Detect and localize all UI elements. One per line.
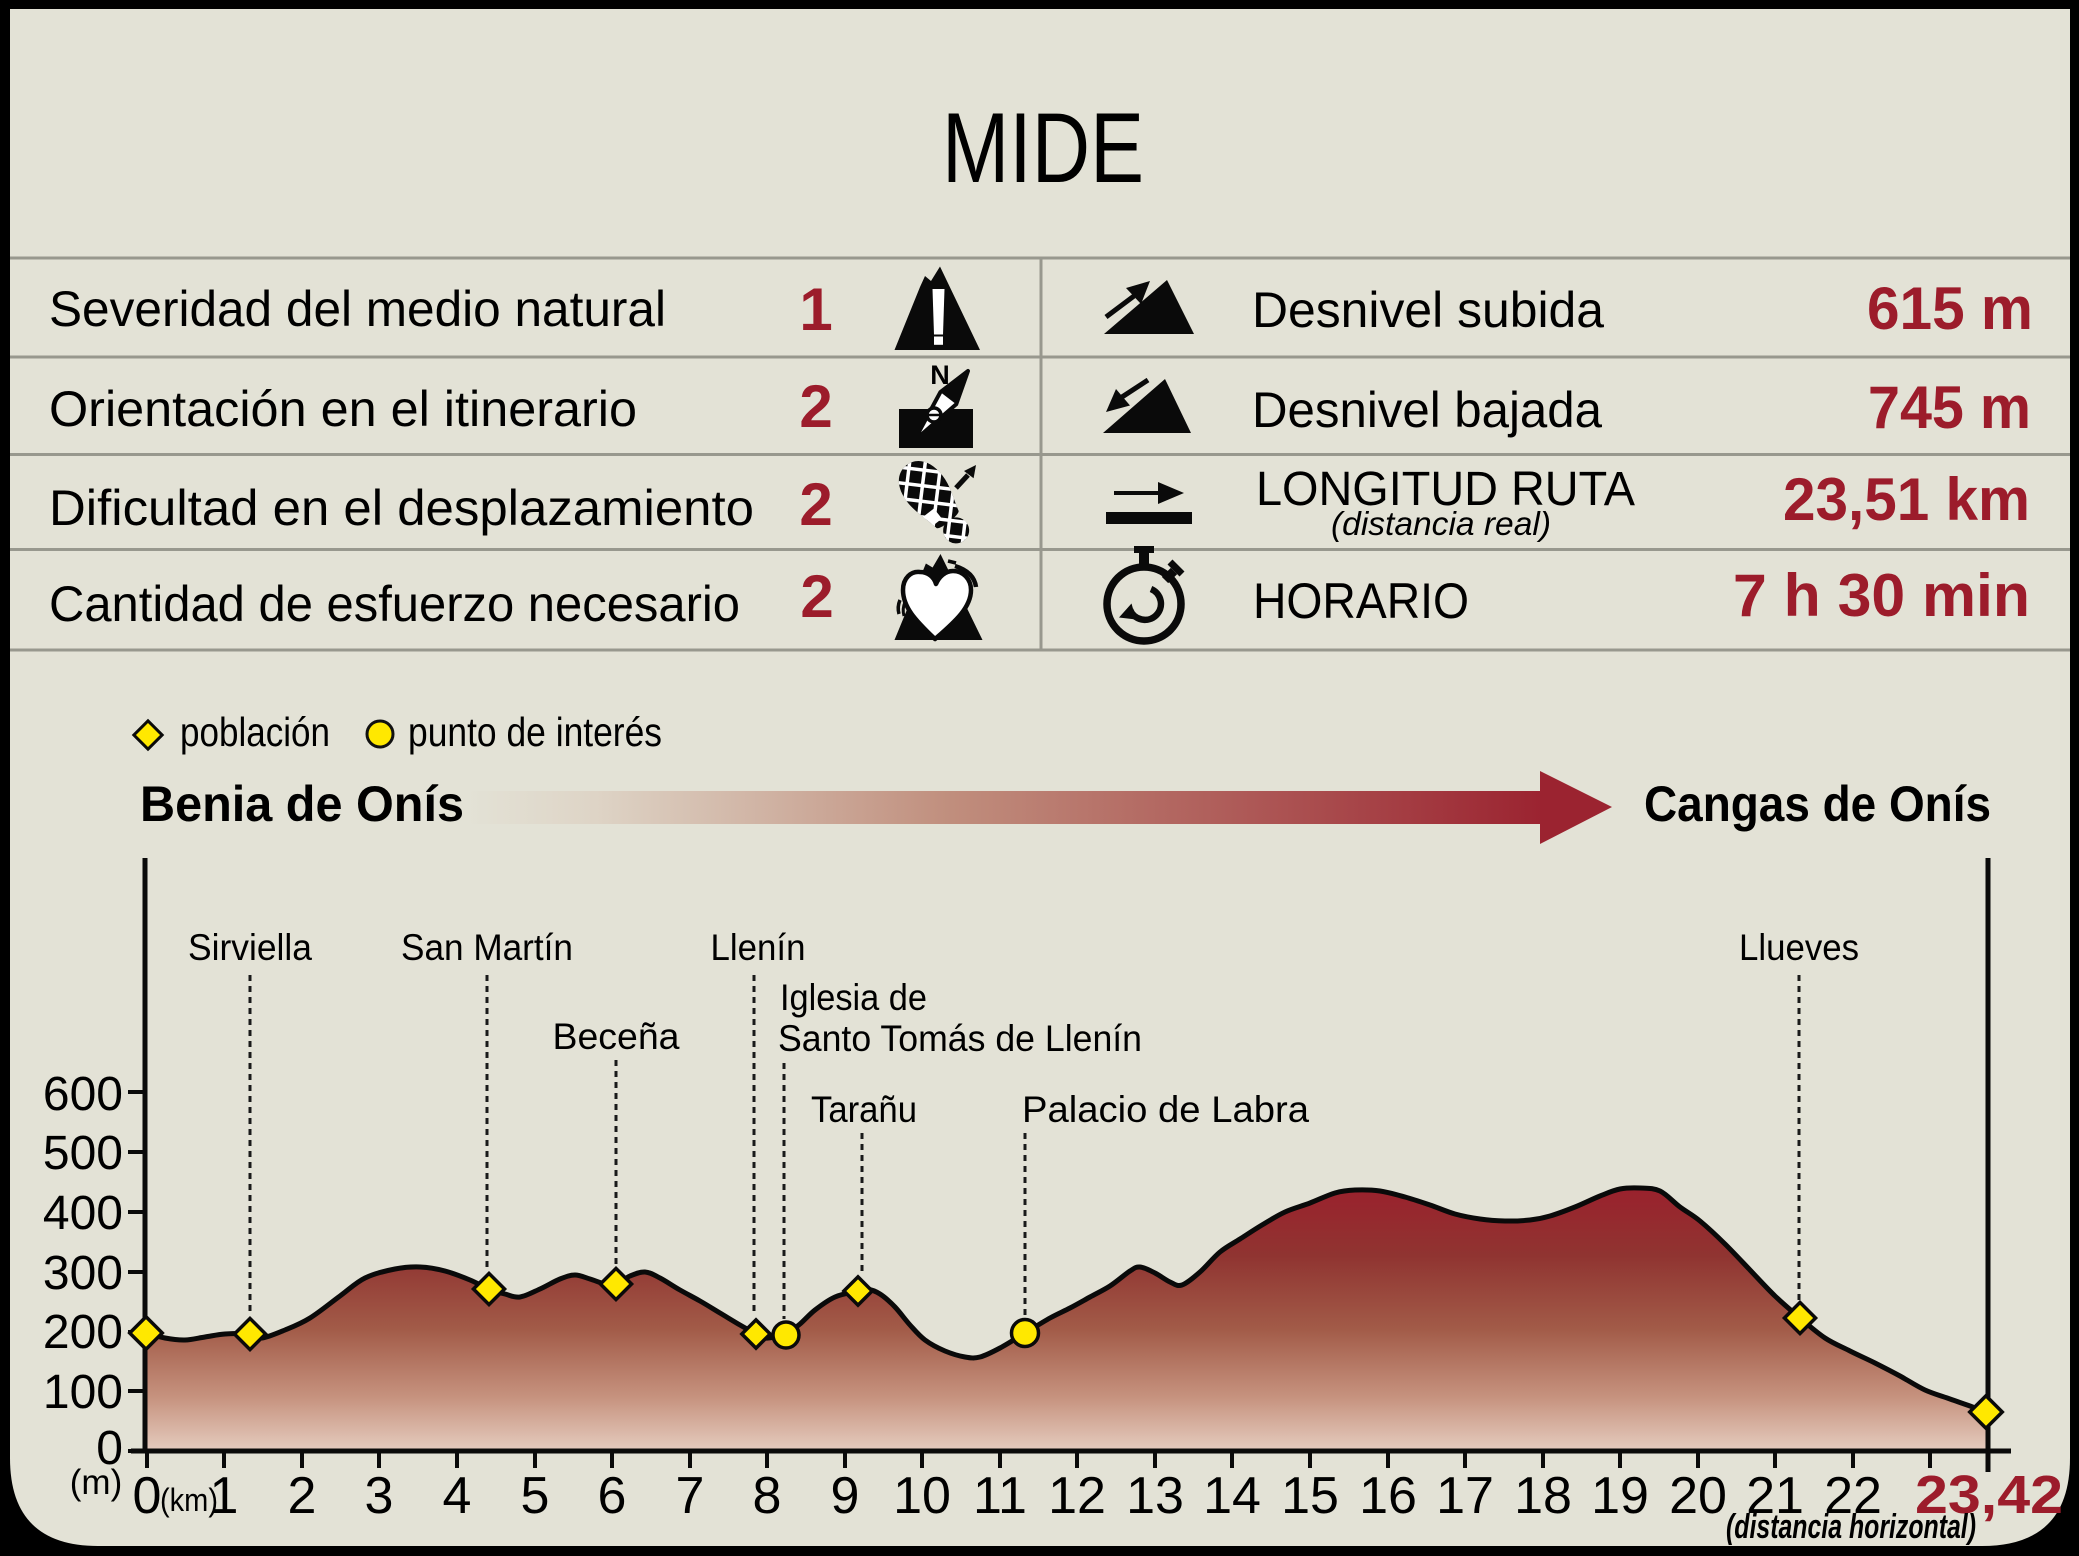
svg-text:500: 500 xyxy=(43,1127,123,1180)
svg-text:Dificultad en el desplazamient: Dificultad en el desplazamiento xyxy=(49,480,754,536)
svg-text:punto de interés: punto de interés xyxy=(408,709,662,755)
svg-text:17: 17 xyxy=(1436,1467,1494,1525)
svg-text:Tarañu: Tarañu xyxy=(811,1089,917,1130)
svg-text:0: 0 xyxy=(96,1422,123,1475)
svg-text:100: 100 xyxy=(43,1366,123,1419)
svg-text:5: 5 xyxy=(521,1467,550,1525)
svg-text:Desnivel subida: Desnivel subida xyxy=(1252,282,1604,338)
svg-text:HORARIO: HORARIO xyxy=(1253,573,1469,629)
svg-text:2: 2 xyxy=(288,1467,317,1525)
svg-text:(distancia horizontal): (distancia horizontal) xyxy=(1726,1508,1976,1546)
svg-text:Severidad del medio natural: Severidad del medio natural xyxy=(49,281,666,337)
svg-text:(m): (m) xyxy=(70,1463,122,1502)
svg-text:6: 6 xyxy=(598,1467,627,1525)
svg-text:2: 2 xyxy=(799,373,832,440)
svg-text:Desnivel bajada: Desnivel bajada xyxy=(1252,382,1602,438)
svg-text:600: 600 xyxy=(43,1068,123,1121)
svg-text:Palacio de Labra: Palacio de Labra xyxy=(1022,1089,1309,1130)
svg-text:9: 9 xyxy=(831,1467,860,1525)
svg-text:16: 16 xyxy=(1359,1467,1417,1525)
svg-text:18: 18 xyxy=(1514,1467,1572,1525)
svg-text:Llenín: Llenín xyxy=(711,927,806,968)
svg-text:Iglesia de: Iglesia de xyxy=(780,977,927,1018)
svg-text:22: 22 xyxy=(1824,1467,1882,1525)
svg-text:Sirviella: Sirviella xyxy=(188,927,312,968)
svg-text:19: 19 xyxy=(1591,1467,1649,1525)
svg-text:15: 15 xyxy=(1281,1467,1339,1525)
svg-text:N: N xyxy=(930,360,950,390)
svg-text:300: 300 xyxy=(43,1247,123,1300)
svg-text:21: 21 xyxy=(1746,1467,1804,1525)
svg-text:12: 12 xyxy=(1048,1467,1106,1525)
svg-text:0: 0 xyxy=(133,1467,162,1525)
svg-text:23,51 km: 23,51 km xyxy=(1783,466,2030,533)
svg-text:2: 2 xyxy=(799,471,832,538)
svg-text:20: 20 xyxy=(1669,1467,1727,1525)
svg-text:Cantidad de esfuerzo necesario: Cantidad de esfuerzo necesario xyxy=(49,576,740,632)
svg-text:745 m: 745 m xyxy=(1868,374,2031,441)
svg-text:Cangas de Onís: Cangas de Onís xyxy=(1644,776,1991,832)
svg-text:615 m: 615 m xyxy=(1867,275,2033,342)
svg-text:2: 2 xyxy=(800,563,833,630)
svg-text:población: población xyxy=(180,709,330,755)
svg-text:7: 7 xyxy=(676,1467,705,1525)
svg-text:200: 200 xyxy=(43,1306,123,1359)
svg-text:LONGITUD RUTA: LONGITUD RUTA xyxy=(1256,463,1635,516)
svg-text:11: 11 xyxy=(973,1467,1027,1525)
svg-text:23,42: 23,42 xyxy=(1915,1465,2063,1525)
svg-text:(distancia real): (distancia real) xyxy=(1331,505,1551,542)
svg-text:1: 1 xyxy=(799,276,832,343)
svg-text:Orientación en el itinerario: Orientación en el itinerario xyxy=(49,381,637,437)
svg-text:7 h 30 min: 7 h 30 min xyxy=(1733,562,2030,629)
svg-text:10: 10 xyxy=(893,1467,951,1525)
svg-text:400: 400 xyxy=(43,1187,123,1240)
svg-text:8: 8 xyxy=(753,1467,782,1525)
svg-text:4: 4 xyxy=(443,1467,472,1525)
svg-text:(km): (km) xyxy=(160,1482,218,1518)
svg-text:3: 3 xyxy=(365,1467,394,1525)
svg-text:14: 14 xyxy=(1203,1467,1261,1525)
svg-text:Santo Tomás de Llenín: Santo Tomás de Llenín xyxy=(778,1018,1142,1059)
svg-text:MIDE: MIDE xyxy=(942,92,1144,203)
svg-text:1: 1 xyxy=(210,1467,239,1525)
svg-text:San Martín: San Martín xyxy=(401,927,573,968)
svg-text:Benia de Onís: Benia de Onís xyxy=(140,776,464,832)
svg-text:13: 13 xyxy=(1126,1467,1184,1525)
svg-text:Llueves: Llueves xyxy=(1739,927,1859,968)
svg-text:Beceña: Beceña xyxy=(553,1016,680,1057)
